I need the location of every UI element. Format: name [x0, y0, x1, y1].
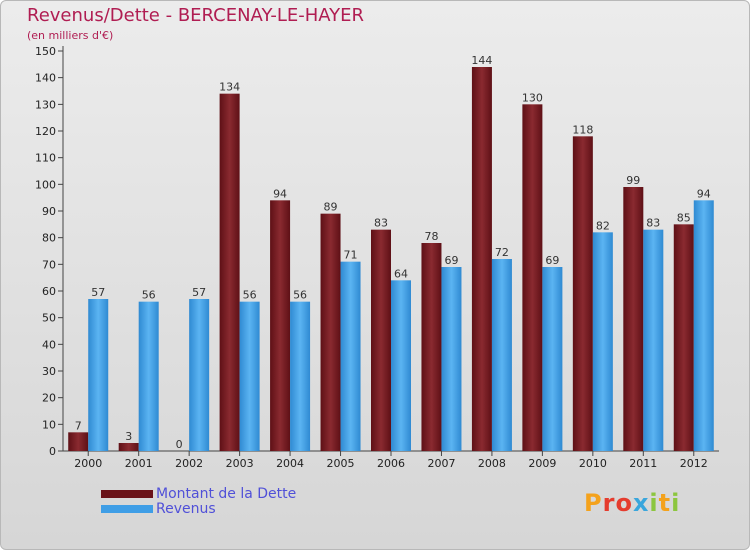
x-tick-label: 2002 — [175, 457, 203, 470]
x-tick-label: 2011 — [629, 457, 657, 470]
logo-letter: r — [602, 489, 616, 517]
bar-revenus — [643, 229, 664, 451]
bar-revenus — [391, 280, 411, 451]
bar-revenus — [542, 267, 563, 451]
logo-letter: i — [671, 489, 681, 517]
legend-swatch-revenus — [101, 505, 153, 513]
data-label-revenus: 83 — [646, 217, 660, 230]
x-tick-label: 2004 — [276, 457, 304, 470]
bar-dette — [522, 104, 543, 451]
data-label-dette: 89 — [324, 201, 338, 214]
y-tick-label: 20 — [42, 392, 56, 405]
y-tick-label: 0 — [49, 445, 56, 458]
data-label-revenus: 56 — [142, 289, 156, 302]
bar-revenus — [592, 232, 613, 451]
logo-letter: x — [632, 489, 650, 517]
y-tick-label: 80 — [42, 232, 56, 245]
data-label-dette: 0 — [176, 438, 183, 451]
bar-dette — [320, 213, 341, 451]
chart-title: Revenus/Dette - BERCENAY-LE-HAYER — [27, 5, 365, 26]
bar-dette — [270, 200, 291, 451]
data-label-revenus: 64 — [394, 267, 408, 280]
y-tick-label: 130 — [35, 98, 56, 111]
bar-revenus — [693, 200, 714, 451]
bar-revenus — [340, 261, 361, 451]
data-label-revenus: 56 — [293, 289, 307, 302]
logo-letter: i — [649, 489, 659, 517]
data-label-dette: 83 — [374, 217, 388, 230]
bar-dette — [673, 224, 694, 451]
x-tick-label: 2001 — [125, 457, 153, 470]
bar-revenus — [290, 301, 311, 451]
bar-revenus — [491, 259, 512, 451]
x-tick-label: 2009 — [528, 457, 556, 470]
y-tick-label: 90 — [42, 205, 56, 218]
x-tick-label: 2012 — [680, 457, 708, 470]
bar-revenus — [441, 267, 462, 451]
chart-labels: 7 3 0 134 94 89 83 78 144 130 118 99 85 57 56 57 56 56 71 6… — [75, 54, 711, 451]
chart-unit-subtitle: (en milliers d'€) — [27, 29, 114, 42]
legend-label-revenus: Revenus — [156, 501, 216, 517]
y-tick-label: 100 — [35, 178, 56, 191]
y-tick-label: 150 — [35, 45, 56, 58]
data-label-revenus: 72 — [495, 246, 509, 259]
x-tick-label: 2006 — [377, 457, 405, 470]
bar-dette — [68, 432, 89, 451]
data-label-dette: 85 — [677, 211, 691, 224]
bar-dette — [371, 229, 391, 451]
legend-label-dette: Montant de la Dette — [156, 486, 297, 502]
y-tick-label: 50 — [42, 312, 56, 325]
data-label-revenus: 94 — [697, 187, 711, 200]
data-label-revenus: 69 — [444, 254, 458, 267]
x-tick-label: 2010 — [579, 457, 607, 470]
data-label-dette: 99 — [626, 174, 640, 187]
bar-dette — [421, 243, 442, 451]
bar-dette — [219, 93, 240, 452]
bar-dette — [471, 67, 492, 451]
y-tick-label: 60 — [42, 285, 56, 298]
y-tick-label: 110 — [35, 152, 56, 165]
y-tick-label: 10 — [42, 418, 56, 431]
data-label-revenus: 71 — [344, 249, 358, 262]
bar-revenus — [189, 299, 210, 451]
data-label-dette: 130 — [522, 91, 543, 104]
data-label-revenus: 57 — [192, 286, 206, 299]
x-tick-label: 2003 — [226, 457, 254, 470]
y-tick-label: 40 — [42, 338, 56, 351]
chart-bars — [68, 67, 714, 452]
x-tick-label: 2008 — [478, 457, 506, 470]
data-label-revenus: 57 — [91, 286, 105, 299]
bar-revenus — [239, 301, 260, 451]
y-tick-label: 70 — [42, 258, 56, 271]
data-label-revenus: 56 — [243, 289, 257, 302]
x-tick-label: 2005 — [327, 457, 355, 470]
data-label-revenus: 82 — [596, 219, 610, 232]
bar-revenus — [88, 299, 109, 451]
bar-dette — [118, 443, 139, 451]
x-tick-label: 2000 — [74, 457, 102, 470]
proxiti-logo: Proxiti — [584, 489, 680, 517]
logo-letter: o — [615, 489, 633, 517]
data-label-dette: 94 — [273, 187, 287, 200]
data-label-dette: 118 — [572, 123, 593, 136]
y-tick-label: 30 — [42, 365, 56, 378]
bar-dette — [623, 187, 644, 451]
legend-swatch-dette — [101, 490, 153, 498]
bar-revenus — [138, 301, 159, 451]
data-label-dette: 144 — [471, 54, 492, 67]
data-label-dette: 78 — [424, 230, 438, 243]
x-tick-label: 2007 — [427, 457, 455, 470]
logo-letter: P — [584, 489, 603, 517]
data-label-dette: 7 — [75, 419, 82, 432]
logo-letter: t — [658, 489, 672, 517]
bar-dette — [572, 136, 593, 452]
y-tick-label: 120 — [35, 125, 56, 138]
data-label-dette: 134 — [219, 81, 240, 94]
y-tick-label: 140 — [35, 72, 56, 85]
data-label-dette: 3 — [125, 430, 132, 443]
data-label-revenus: 69 — [545, 254, 559, 267]
